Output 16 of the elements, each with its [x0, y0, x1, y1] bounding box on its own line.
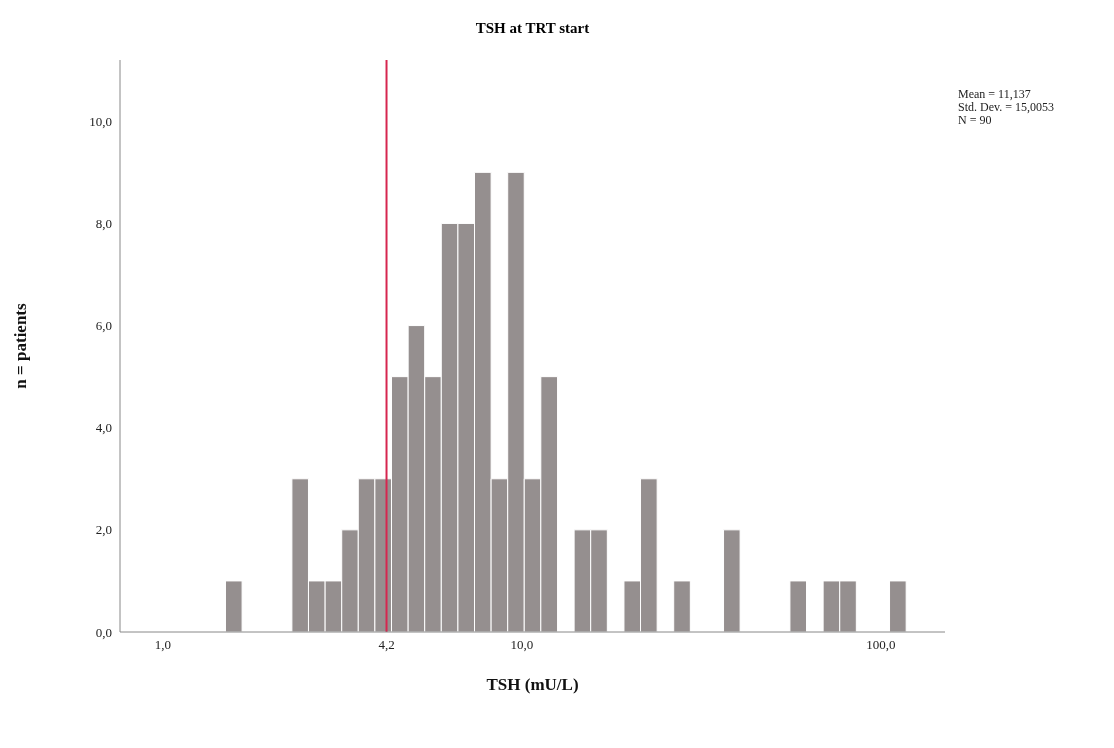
- y-tick-label: 8,0: [95, 216, 112, 232]
- x-tick-label: 100,0: [866, 637, 896, 653]
- y-tick-label: 0,0: [95, 624, 112, 640]
- x-tick-label: 1,0: [154, 637, 171, 653]
- y-tick-label: 2,0: [95, 522, 112, 538]
- y-tick-label: 4,0: [95, 420, 112, 436]
- y-axis-title: n = patients: [11, 302, 31, 389]
- y-tick-label: 10,0: [89, 113, 112, 129]
- text: Mean = 11,137: [958, 87, 1032, 101]
- x-tick-label: 4,2: [378, 637, 395, 653]
- x-axis-title: TSH (mU/L): [486, 675, 579, 694]
- text: Std. Dev. = 15,0053: [958, 100, 1054, 114]
- y-tick-label: 6,0: [95, 318, 112, 334]
- x-tick-label: 10,0: [510, 637, 534, 653]
- text: N = 90: [958, 113, 993, 127]
- chart-title: TSH at TRT start: [474, 20, 591, 37]
